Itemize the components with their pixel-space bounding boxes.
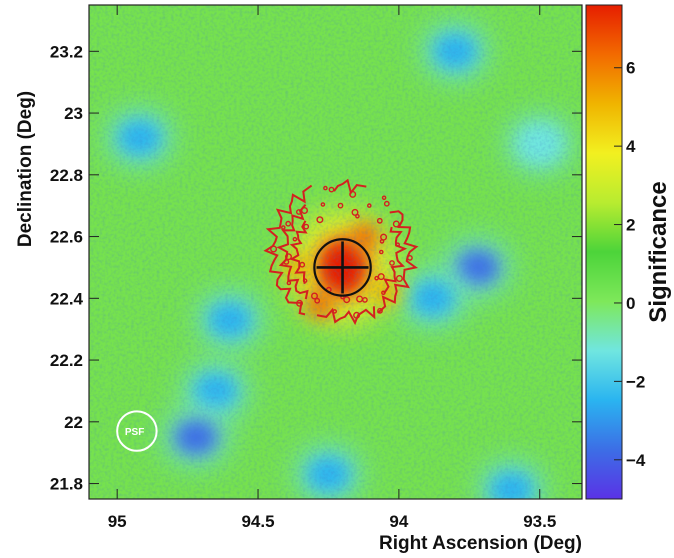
- x-axis-ticks: 95 94.5 94 93.5: [108, 5, 556, 531]
- contour-fragment: [351, 208, 359, 216]
- contour-fragment: [314, 297, 321, 304]
- contour-fragment: [285, 220, 292, 227]
- y-tick-label: 23: [64, 104, 83, 123]
- contour-fragment: [285, 253, 293, 261]
- contour-fragment: [286, 280, 292, 286]
- contour-fragment: [381, 195, 387, 201]
- contour-line: [316, 306, 376, 326]
- x-tick-label: 95: [108, 512, 127, 531]
- contour-line: [276, 204, 309, 300]
- contour-fragment: [320, 202, 326, 207]
- colorbar-gradient: [586, 5, 622, 499]
- contour-line: [263, 184, 313, 316]
- psf-label: PSF: [125, 427, 144, 438]
- contour-fragment: [377, 307, 383, 314]
- contour-fragment: [374, 275, 379, 281]
- source-markers: PSF: [116, 238, 372, 452]
- contour-fragment: [355, 213, 360, 219]
- contour-fragment: [379, 239, 385, 244]
- contour-fragment: [292, 236, 298, 242]
- colorbar-tick-label: 6: [626, 59, 635, 78]
- x-axis-title: Right Ascension (Deg): [379, 533, 582, 554]
- contour-fragment: [377, 273, 385, 281]
- x-tick-label: 94: [389, 512, 408, 531]
- contour-fragment: [378, 249, 384, 255]
- colorbar-tick-label: 2: [626, 216, 635, 235]
- colorbar-frame: [585, 4, 623, 500]
- contour-fragment: [337, 202, 344, 209]
- significance-contours: [263, 178, 419, 326]
- contour-line: [377, 210, 419, 314]
- contour-fragment: [270, 245, 278, 253]
- y-axis-ticks: 21.8 22 22.2 22.4 22.6 22.8 23 23.2: [50, 42, 582, 494]
- colorbar-tick-label: 4: [626, 137, 636, 156]
- colorbar-tick-label: −2: [626, 372, 645, 391]
- contour-fragment: [301, 206, 309, 214]
- y-axis-title: Declination (Deg): [15, 91, 36, 247]
- contour-fragment: [283, 258, 290, 265]
- contour-fragment: [395, 275, 403, 283]
- contour-fragment: [299, 261, 306, 268]
- contour-line: [289, 220, 308, 284]
- contour-fragment: [323, 185, 328, 191]
- contour-fragment: [343, 296, 351, 304]
- contour-fragment: [392, 220, 400, 228]
- source-circle: [313, 238, 372, 297]
- psf-circle: [116, 410, 158, 452]
- colorbar-tick-label: 0: [626, 294, 635, 313]
- contour-fragment: [395, 242, 401, 247]
- x-tick-label: 93.5: [523, 512, 556, 531]
- y-tick-label: 22: [64, 413, 83, 432]
- contour-fragment: [311, 292, 319, 300]
- y-tick-label: 23.2: [50, 42, 83, 61]
- y-tick-label: 21.8: [50, 475, 83, 494]
- contour-fragment: [280, 225, 286, 230]
- colorbar: −4 −2 0 2 4 6 Significance: [585, 4, 672, 500]
- contour-fragment: [353, 311, 361, 319]
- colorbar-tick-label: −4: [626, 451, 646, 470]
- contour-fragment: [316, 216, 324, 224]
- contour-line: [333, 178, 367, 195]
- contour-fragment: [406, 254, 413, 261]
- significance-map: PSF: [89, 5, 582, 499]
- y-tick-label: 22.6: [50, 228, 83, 247]
- contour-fragment: [376, 217, 383, 224]
- plot-frame: [88, 4, 583, 500]
- contour-fragment: [296, 299, 304, 307]
- contour-fragment: [349, 190, 357, 198]
- contour-fragment: [381, 290, 386, 296]
- contour-fragment: [366, 203, 372, 208]
- y-tick-label: 22.8: [50, 166, 83, 185]
- contour-fragment: [383, 200, 390, 207]
- contour-fragment: [328, 186, 335, 193]
- y-tick-label: 22.2: [50, 351, 83, 370]
- contour-fragment: [302, 278, 308, 284]
- contour-fragment: [295, 209, 302, 215]
- contour-fragment: [389, 260, 395, 266]
- contour-fragment: [356, 295, 364, 303]
- map-speckle: [89, 5, 582, 499]
- colorbar-title: Significance: [645, 181, 672, 322]
- x-tick-label: 94.5: [241, 512, 274, 531]
- contour-fragment: [303, 223, 310, 230]
- colorbar-ticks: −4 −2 0 2 4 6: [614, 59, 646, 470]
- contour-line: [383, 226, 408, 294]
- contour-fragment: [332, 309, 338, 314]
- y-tick-label: 22.4: [50, 289, 84, 308]
